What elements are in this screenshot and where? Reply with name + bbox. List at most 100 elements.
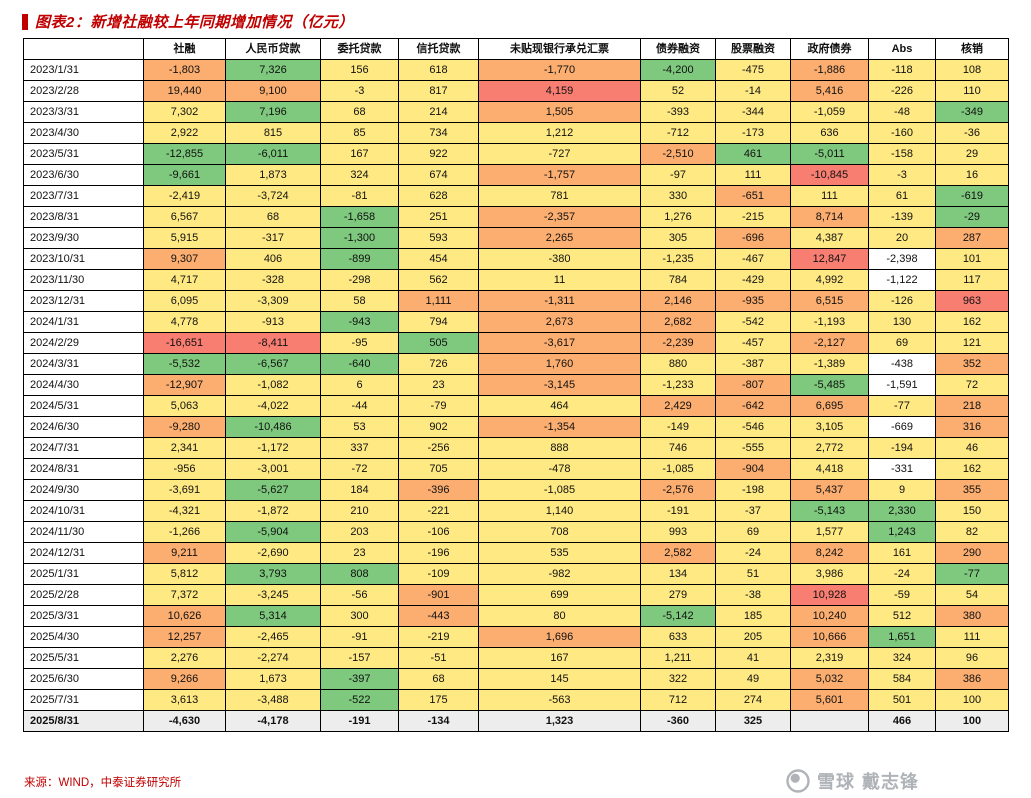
data-cell: -1,770 xyxy=(478,59,641,81)
row-date: 2023/11/30 xyxy=(23,269,144,291)
data-cell: 279 xyxy=(640,584,716,606)
data-cell: -226 xyxy=(868,80,936,102)
data-cell: 7,326 xyxy=(225,59,321,81)
data-cell: -397 xyxy=(320,668,399,690)
data-table: 社融 人民币贷款 委托贷款 信托贷款 未贴现银行承兑汇票 债券融资 股票融资 政府债券 Abs 核… xyxy=(23,38,1009,732)
data-cell: 501 xyxy=(868,689,936,711)
table-row: 2023/10/31 9,307 406 -899 454 -380 -1,235 -467 1… xyxy=(23,248,1009,270)
data-cell: -1,082 xyxy=(225,374,321,396)
data-cell: -542 xyxy=(715,311,791,333)
data-cell: 674 xyxy=(398,164,479,186)
column-header: 未贴现银行承兑汇票 xyxy=(478,38,641,60)
data-cell: 167 xyxy=(478,647,641,669)
data-cell: -1,122 xyxy=(868,269,936,291)
data-cell: 1,211 xyxy=(640,647,716,669)
data-cell: 72 xyxy=(935,374,1009,396)
data-cell: -2,357 xyxy=(478,206,641,228)
data-cell: 817 xyxy=(398,80,479,102)
data-cell: -1,658 xyxy=(320,206,399,228)
data-cell: 2,276 xyxy=(143,647,226,669)
data-cell: 794 xyxy=(398,311,479,333)
data-cell: 161 xyxy=(868,542,936,564)
data-cell: 61 xyxy=(868,185,936,207)
data-cell: -727 xyxy=(478,143,641,165)
row-date: 2023/9/30 xyxy=(23,227,144,249)
data-cell: 2,319 xyxy=(790,647,869,669)
data-cell: -651 xyxy=(715,185,791,207)
data-cell: 121 xyxy=(935,332,1009,354)
data-cell: -126 xyxy=(868,290,936,312)
data-cell: 111 xyxy=(935,626,1009,648)
data-cell: 5,063 xyxy=(143,395,226,417)
data-cell: -696 xyxy=(715,227,791,249)
watermark-name: 戴志锋 xyxy=(862,772,919,792)
row-date: 2024/10/31 xyxy=(23,500,144,522)
data-cell: -642 xyxy=(715,395,791,417)
data-cell: -640 xyxy=(320,353,399,375)
chart-title-bar: 图表2：新增社融较上年同期增加情况（亿元） xyxy=(0,0,1031,38)
data-cell: 1,140 xyxy=(478,500,641,522)
data-cell: -475 xyxy=(715,59,791,81)
data-cell: 1,651 xyxy=(868,626,936,648)
data-cell: 324 xyxy=(320,164,399,186)
row-date: 2025/8/31 xyxy=(23,710,144,732)
data-cell: 355 xyxy=(935,479,1009,501)
data-cell: 4,717 xyxy=(143,269,226,291)
data-cell: -555 xyxy=(715,437,791,459)
row-date: 2025/6/30 xyxy=(23,668,144,690)
row-date: 2025/1/31 xyxy=(23,563,144,585)
data-cell: 3,105 xyxy=(790,416,869,438)
data-cell: 815 xyxy=(225,122,321,144)
data-cell: 53 xyxy=(320,416,399,438)
data-cell: 69 xyxy=(715,521,791,543)
data-cell: 512 xyxy=(868,605,936,627)
data-cell: -317 xyxy=(225,227,321,249)
data-cell: 85 xyxy=(320,122,399,144)
data-cell: 9,266 xyxy=(143,668,226,690)
data-cell: 4,387 xyxy=(790,227,869,249)
data-cell: -3,488 xyxy=(225,689,321,711)
row-date: 2023/4/30 xyxy=(23,122,144,144)
data-cell: 100 xyxy=(935,710,1009,732)
table-row: 2023/2/28 19,440 9,100 -3 817 4,159 52 -14 5,416… xyxy=(23,80,1009,102)
data-cell: -97 xyxy=(640,164,716,186)
data-cell: -901 xyxy=(398,584,479,606)
data-cell: 5,314 xyxy=(225,605,321,627)
data-cell: 10,666 xyxy=(790,626,869,648)
table-row: 2024/3/31 -5,532 -6,567 -640 726 1,760 880 -387… xyxy=(23,353,1009,375)
row-date: 2024/1/31 xyxy=(23,311,144,333)
data-cell: -1,085 xyxy=(640,458,716,480)
data-cell: 68 xyxy=(225,206,321,228)
column-header: 核销 xyxy=(935,38,1009,60)
data-cell: -4,321 xyxy=(143,500,226,522)
data-cell: -36 xyxy=(935,122,1009,144)
data-cell: 58 xyxy=(320,290,399,312)
data-cell: -72 xyxy=(320,458,399,480)
data-cell: 162 xyxy=(935,458,1009,480)
data-cell: 734 xyxy=(398,122,479,144)
data-cell: -1,354 xyxy=(478,416,641,438)
data-cell: -77 xyxy=(935,563,1009,585)
row-date: 2024/4/30 xyxy=(23,374,144,396)
data-cell: 781 xyxy=(478,185,641,207)
data-cell: 10,240 xyxy=(790,605,869,627)
data-cell: 1,243 xyxy=(868,521,936,543)
data-cell: -904 xyxy=(715,458,791,480)
data-cell: -3,617 xyxy=(478,332,641,354)
data-cell: -6,567 xyxy=(225,353,321,375)
data-cell: -9,661 xyxy=(143,164,226,186)
data-cell: 82 xyxy=(935,521,1009,543)
data-cell: 1,276 xyxy=(640,206,716,228)
data-cell: 888 xyxy=(478,437,641,459)
data-cell: -2,419 xyxy=(143,185,226,207)
data-cell: -349 xyxy=(935,101,1009,123)
data-cell: -478 xyxy=(478,458,641,480)
data-cell: -1,085 xyxy=(478,479,641,501)
row-date: 2024/7/31 xyxy=(23,437,144,459)
row-date: 2024/12/31 xyxy=(23,542,144,564)
data-cell: -2,510 xyxy=(640,143,716,165)
data-cell: 406 xyxy=(225,248,321,270)
data-cell: 185 xyxy=(715,605,791,627)
data-cell: -118 xyxy=(868,59,936,81)
data-cell: 993 xyxy=(640,521,716,543)
